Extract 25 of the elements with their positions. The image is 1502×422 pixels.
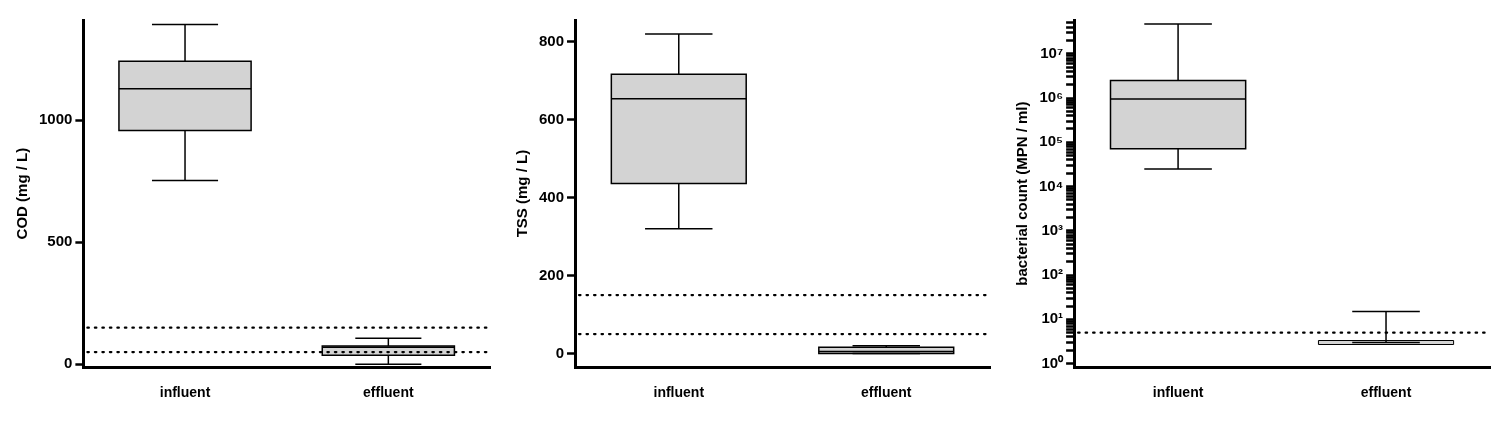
y-axis-title: COD (mg / L): [13, 147, 31, 240]
y-tick-label: 400: [539, 187, 565, 205]
x-tick-label: effluent: [1360, 384, 1412, 401]
y-tick-label: 0: [555, 343, 565, 361]
y-tick-label: 200: [539, 265, 565, 283]
y-axis-title: bacterial count (MPN / ml): [1013, 101, 1031, 286]
y-tick-label: 10⁶: [1039, 88, 1064, 106]
y-tick-label: 1000: [38, 110, 73, 128]
x-tick-label: influent: [1152, 384, 1204, 401]
y-tick-label: 10³: [1041, 220, 1064, 238]
y-tick-label: 800: [539, 31, 565, 49]
y-tick-label: 10¹: [1041, 309, 1064, 327]
y-tick-label: 0: [64, 354, 73, 372]
y-axis-title: TSS (mg / L): [513, 149, 531, 238]
x-tick-label: effluent: [860, 384, 912, 401]
y-tick-label: 10⁴: [1038, 176, 1064, 194]
y-tick-label: 10⁷: [1040, 43, 1064, 61]
y-tick-label: 10⁵: [1039, 132, 1064, 150]
x-tick-label: influent: [159, 384, 211, 401]
y-tick-label: 500: [47, 232, 73, 250]
y-tick-label: 600: [539, 109, 565, 127]
x-tick-label: effluent: [363, 384, 414, 401]
x-tick-label: influent: [653, 384, 705, 401]
y-tick-label: 10²: [1041, 265, 1064, 283]
y-tick-label: 10⁰: [1041, 353, 1065, 371]
